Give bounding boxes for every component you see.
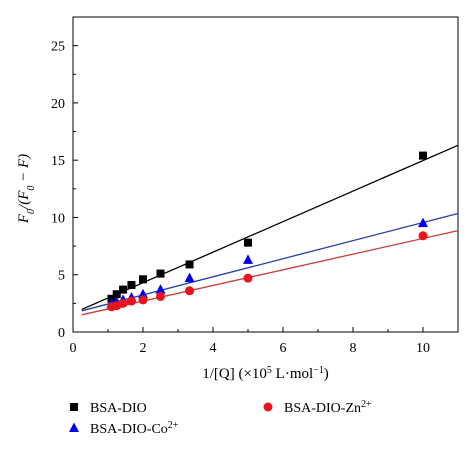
marker-triangle [155, 284, 166, 294]
marker-circle [138, 295, 148, 305]
label-part: ) [324, 366, 329, 382]
label-part: BSA-DIO [90, 401, 147, 416]
y-tick-label: 15 [51, 154, 65, 169]
label-part: 0 [26, 186, 37, 191]
x-tick-label: 4 [210, 341, 217, 356]
label-part: 1/[Q] (×10 [202, 366, 267, 382]
label-part: 2+ [168, 420, 179, 431]
marker-square [112, 290, 121, 299]
marker-square [156, 269, 165, 278]
legend-label: BSA-DIO-Co2+ [90, 420, 179, 438]
label-part: BSA-DIO-Zn [284, 401, 361, 416]
marker-square [139, 275, 147, 284]
label-part: /(F [16, 190, 32, 210]
marker-square [119, 285, 128, 294]
legend-label: BSA-DIO [90, 401, 147, 416]
label-part: 2+ [361, 399, 372, 410]
label-part: L·mol [272, 366, 313, 382]
marker-triangle [418, 217, 428, 228]
marker-triangle [184, 272, 195, 283]
y-tick-label: 5 [58, 269, 65, 284]
y-tick-label: 0 [58, 326, 65, 341]
x-tick-label: 8 [350, 341, 357, 356]
marker-square [185, 260, 194, 269]
fit-lines [81, 144, 459, 316]
marker-circle [118, 298, 128, 308]
x-tick-label: 10 [416, 341, 430, 356]
label-part: F [16, 213, 32, 224]
label-part: 5 [267, 365, 272, 376]
label-part: − F) [16, 154, 32, 186]
marker-triangle [69, 422, 79, 432]
marker-square [244, 238, 252, 247]
y-tick-label: 20 [51, 97, 65, 112]
plot-frame [72, 16, 459, 333]
label-part: −1 [313, 365, 324, 376]
data-markers [106, 151, 428, 312]
y-axis-label: F0/(F0 − F) [16, 154, 37, 224]
marker-square [127, 281, 136, 290]
marker-square [70, 403, 78, 411]
marker-circle [418, 231, 428, 241]
y-tick-label: 10 [51, 211, 65, 226]
x-axis-label: 1/[Q] (×105 L·mol−1) [202, 365, 329, 383]
fit-line [81, 144, 459, 311]
x-tick-label: 2 [140, 341, 147, 356]
y-tick-label: 25 [51, 40, 65, 55]
fit-line [81, 229, 459, 316]
axes: 0 2 4 6 8 10 0 5 10 15 20 25 [51, 16, 459, 356]
legend-label: BSA-DIO-Zn2+ [284, 399, 372, 417]
marker-square [419, 151, 427, 160]
marker-triangle [138, 288, 148, 299]
marker-circle [185, 286, 195, 296]
marker-circle [243, 273, 253, 283]
x-tick-label: 0 [70, 341, 77, 356]
marker-circle [126, 296, 136, 306]
marker-circle [156, 291, 165, 301]
x-tick-label: 6 [280, 341, 287, 356]
label-part: 0 [26, 209, 37, 214]
marker-circle [263, 402, 273, 412]
marker-triangle [243, 254, 253, 264]
label-part: BSA-DIO-Co [90, 422, 168, 437]
